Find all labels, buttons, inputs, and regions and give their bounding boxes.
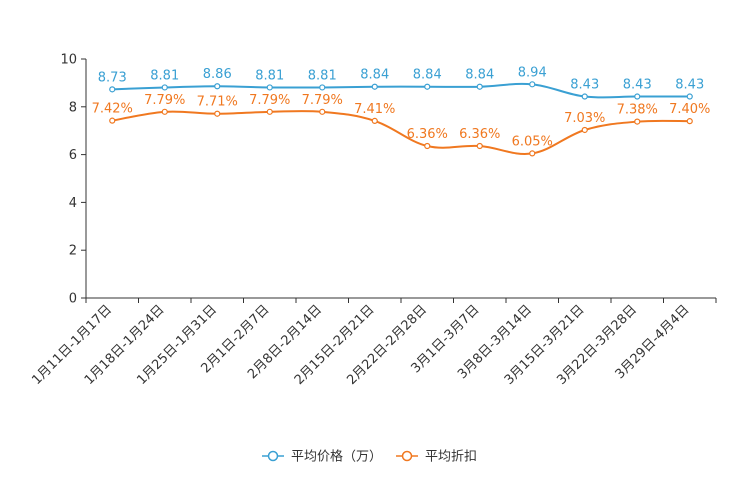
data-label: 7.38% (617, 103, 658, 118)
data-label: 8.73 (98, 70, 127, 85)
legend-marker (401, 450, 413, 462)
series-line (112, 110, 690, 155)
data-label: 7.79% (144, 93, 185, 108)
data-point (214, 110, 221, 117)
data-label: 8.43 (623, 78, 652, 93)
data-point (581, 93, 588, 100)
data-point (214, 83, 221, 90)
legend: 平均价格（万） 平均折扣 (262, 449, 477, 465)
y-tick-label: 4 (69, 196, 77, 211)
data-label: 6.05% (512, 134, 553, 149)
data-point (424, 83, 431, 90)
y-tick-label: 8 (69, 100, 77, 115)
y-tick-label: 10 (60, 53, 77, 68)
data-point (266, 108, 273, 115)
data-label: 7.79% (249, 93, 290, 108)
legend-label: 平均折扣 (425, 450, 477, 465)
data-point (319, 108, 326, 115)
data-label: 7.40% (669, 102, 710, 117)
data-label: 7.41% (354, 102, 395, 117)
data-point (319, 84, 326, 91)
data-point (529, 81, 536, 88)
data-label: 8.94 (518, 65, 547, 80)
data-point (476, 142, 483, 150)
legend-label: 平均价格（万） (291, 449, 382, 465)
series-2: 7.42% 7.79% 7.71% 7.79% 7.79% 7.41% 6.36% 6.36%… (92, 93, 710, 157)
data-label: 8.84 (413, 68, 442, 83)
data-label: 8.81 (150, 68, 179, 83)
data-point (529, 150, 536, 157)
data-point (634, 93, 641, 100)
data-label: 7.71% (197, 95, 238, 110)
y-tick-label: 0 (69, 292, 77, 307)
y-tick-label: 2 (69, 244, 77, 259)
data-label: 6.36% (407, 127, 448, 142)
data-point (686, 118, 693, 125)
data-point (161, 84, 168, 91)
legend-item-1: 平均价格（万） (262, 449, 382, 465)
data-label: 7.03% (564, 111, 605, 126)
data-label: 8.84 (360, 68, 389, 83)
data-label: 8.43 (675, 78, 704, 93)
data-point (161, 108, 168, 115)
data-point (109, 86, 116, 93)
data-point (424, 142, 431, 150)
data-label: 8.43 (570, 78, 599, 93)
data-point (634, 118, 641, 125)
data-point (581, 126, 588, 134)
legend-item-2: 平均折扣 (396, 450, 477, 465)
data-label: 8.81 (255, 68, 284, 83)
series-1: 8.73 8.81 8.86 8.81 8.81 8.84 8.84 8.84 8.94 8.43… (98, 65, 704, 100)
data-label: 8.81 (308, 68, 337, 83)
data-point (371, 117, 378, 125)
data-point (109, 117, 116, 124)
data-point (686, 93, 693, 100)
data-label: 6.36% (459, 127, 500, 142)
data-label: 7.42% (92, 102, 133, 117)
legend-marker (267, 450, 279, 462)
data-point (371, 83, 378, 90)
data-label: 8.84 (465, 68, 494, 83)
data-label: 7.79% (302, 93, 343, 108)
data-label: 8.86 (203, 67, 232, 82)
series-layer: 8.73 8.81 8.86 8.81 8.81 8.84 8.84 8.84 8.94 8.43… (92, 65, 710, 157)
series-line (112, 82, 690, 99)
data-point (476, 83, 483, 90)
data-point (266, 84, 273, 91)
y-tick-label: 6 (69, 148, 77, 163)
